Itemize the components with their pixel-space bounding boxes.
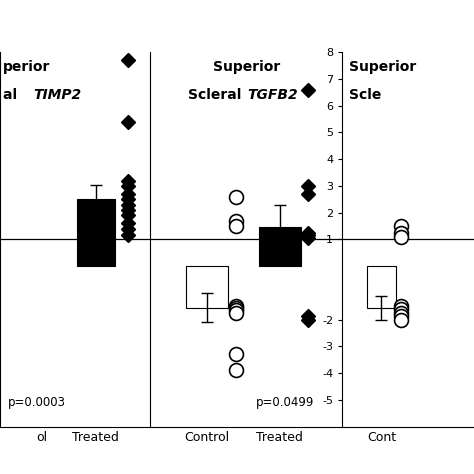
Text: Scle: Scle	[349, 88, 381, 102]
Text: Scleral: Scleral	[188, 88, 246, 102]
Text: al: al	[3, 88, 22, 102]
Text: Superior: Superior	[349, 60, 416, 73]
Bar	[259, 228, 301, 266]
Bar	[186, 266, 228, 308]
Text: perior: perior	[3, 60, 50, 73]
Text: Superior: Superior	[212, 60, 280, 73]
Bar	[77, 199, 115, 266]
Text: TIMP2: TIMP2	[33, 88, 81, 102]
Text: p=0.0499: p=0.0499	[256, 396, 314, 409]
Text: p=0.0003: p=0.0003	[8, 396, 65, 409]
Text: TGFB2: TGFB2	[247, 88, 298, 102]
Bar	[367, 266, 396, 308]
